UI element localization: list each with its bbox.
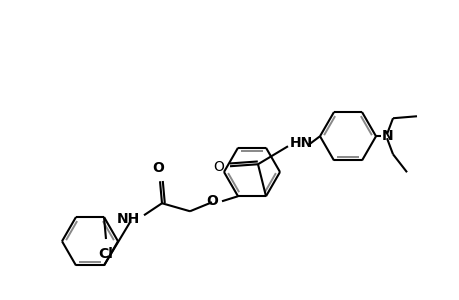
Text: HN: HN <box>289 136 313 150</box>
Text: O: O <box>206 194 218 208</box>
Text: O: O <box>213 160 224 174</box>
Text: NH: NH <box>117 212 140 226</box>
Text: N: N <box>381 129 393 143</box>
Text: O: O <box>152 161 163 175</box>
Text: Cl: Cl <box>98 247 113 261</box>
